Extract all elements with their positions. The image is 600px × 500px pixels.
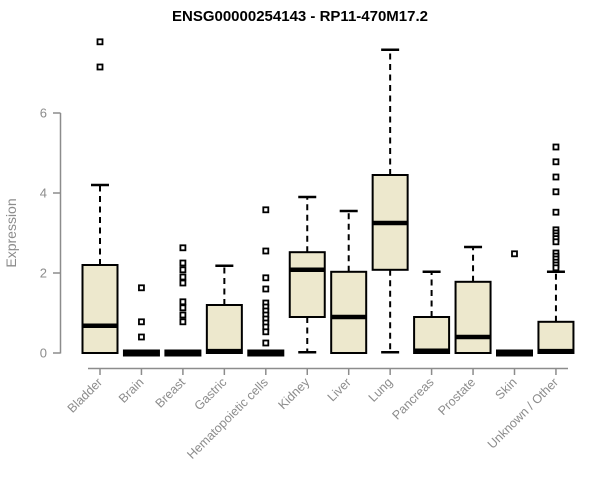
y-tick-label: 6 — [40, 106, 47, 121]
outlier-point-hematopoietic-cells — [262, 206, 270, 214]
outlier-point-breast — [179, 279, 187, 287]
outlier-point-breast — [179, 298, 187, 306]
box-prostate — [454, 280, 492, 354]
outlier-point-unknown-other — [552, 264, 560, 272]
x-tick-label-liver: Liver — [325, 375, 354, 404]
outlier-point-breast — [179, 259, 187, 267]
outlier-point-breast — [179, 244, 187, 252]
outlier-point-breast — [179, 273, 187, 281]
box-kidney — [288, 251, 326, 318]
chart-title: ENSG00000254143 - RP11-470M17.2 — [172, 8, 428, 25]
flat-box-breast — [164, 349, 202, 357]
y-tick-label: 2 — [40, 266, 47, 281]
outlier-point-hematopoietic-cells — [262, 247, 270, 255]
x-tick-label-gastric: Gastric — [192, 375, 230, 413]
outlier-point-brain — [138, 333, 145, 341]
outlier-point-bladder — [96, 63, 104, 71]
outlier-point-hematopoietic-cells — [262, 274, 270, 282]
x-tick-label-lung: Lung — [366, 375, 396, 405]
x-tick-label-hematopoietic-cells: Hematopoietic cells — [184, 375, 271, 462]
box-gastric — [205, 304, 243, 354]
flat-box-skin — [496, 349, 533, 357]
outlier-point-brain — [138, 318, 145, 326]
outlier-point-unknown-other — [552, 238, 560, 246]
box-liver — [330, 270, 368, 354]
outlier-point-hematopoietic-cells — [262, 285, 270, 293]
plot-area: 0 2 4 6 Bladder Brain Breast GastricHematopoiet… — [40, 38, 575, 462]
x-tick-label-brain: Brain — [116, 375, 147, 406]
outlier-point-unknown-other — [552, 143, 560, 151]
outlier-point-unknown-other — [552, 188, 560, 196]
box-bladder — [81, 264, 119, 354]
outlier-point-hematopoietic-cells — [262, 339, 270, 347]
x-tick-label-bladder: Bladder — [65, 375, 105, 415]
flat-box-hematopoietic-cells — [247, 349, 285, 357]
y-tick-label: 0 — [40, 346, 47, 361]
box-pancreas — [413, 316, 451, 354]
outlier-point-breast — [179, 266, 187, 274]
outlier-point-hematopoietic-cells — [262, 328, 270, 336]
box-unknown-other — [537, 320, 575, 354]
x-tick-label-skin: Skin — [493, 375, 520, 402]
outlier-point-brain — [138, 284, 145, 292]
outlier-point-breast — [179, 304, 187, 312]
outlier-point-unknown-other — [552, 158, 560, 166]
outlier-point-bladder — [96, 38, 104, 46]
x-tick-label-breast: Breast — [153, 375, 189, 411]
flat-box-brain — [122, 349, 160, 357]
outlier-point-unknown-other — [552, 173, 560, 181]
outlier-point-breast — [179, 318, 187, 326]
y-tick-label: 4 — [40, 186, 47, 201]
outlier-point-skin — [511, 250, 518, 258]
y-axis-label: Expression — [3, 198, 19, 267]
x-tick-label-pancreas: Pancreas — [389, 375, 436, 422]
x-tick-label-kidney: Kidney — [275, 375, 312, 412]
outlier-point-unknown-other — [552, 208, 560, 216]
outlier-point-breast — [179, 311, 187, 319]
x-tick-label-prostate: Prostate — [435, 375, 478, 418]
x-tick-label-unknown-other: Unknown / Other — [485, 375, 561, 451]
